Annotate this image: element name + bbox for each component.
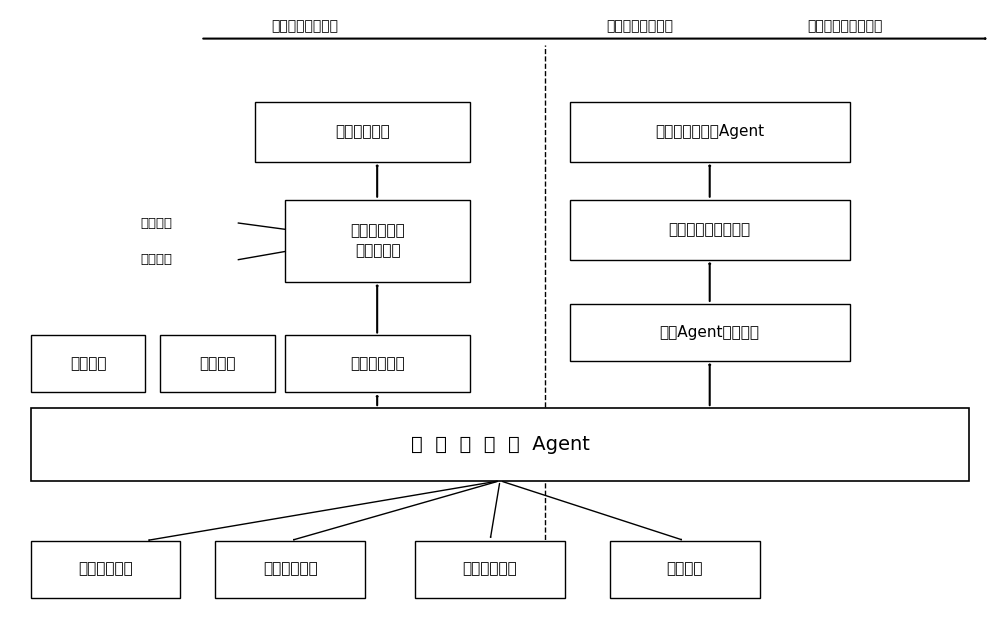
Bar — [160, 335, 275, 392]
Bar — [415, 541, 565, 598]
Bar — [285, 335, 470, 392]
Bar — [31, 408, 969, 480]
Text: 通信模块: 通信模块 — [666, 561, 703, 577]
Bar — [31, 541, 180, 598]
Bar — [570, 102, 850, 162]
Text: 实时能量优化管理: 实时能量优化管理 — [606, 19, 673, 33]
Text: 方案发布给下层Agent: 方案发布给下层Agent — [655, 124, 764, 139]
Text: 给出总容量调整方案: 给出总容量调整方案 — [669, 222, 751, 237]
Text: 触发Agent重要事件: 触发Agent重要事件 — [660, 325, 760, 340]
Text: 日前能量优化管理: 日前能量优化管理 — [272, 19, 339, 33]
Bar — [285, 199, 470, 282]
Bar — [610, 541, 760, 598]
Bar — [31, 335, 145, 392]
Text: 发布招标信息: 发布招标信息 — [350, 356, 405, 372]
Text: 发布中标信息: 发布中标信息 — [335, 124, 390, 139]
Text: 负荷预测: 负荷预测 — [200, 356, 236, 372]
Text: 目标函数: 目标函数 — [141, 216, 173, 230]
Text: 潮流计算模块: 潮流计算模块 — [263, 561, 318, 577]
Bar — [570, 199, 850, 260]
Text: 优化决策模块: 优化决策模块 — [463, 561, 517, 577]
Text: 投标信息: 投标信息 — [70, 356, 106, 372]
Text: 主  电  网  调  度  Agent: 主 电 网 调 度 Agent — [411, 435, 589, 454]
Bar — [215, 541, 365, 598]
Text: 约束条件: 约束条件 — [141, 253, 173, 266]
Bar — [255, 102, 470, 162]
Text: 给出最优化能
源分配方案: 给出最优化能 源分配方案 — [350, 223, 405, 258]
Bar — [570, 304, 850, 361]
Text: 负荷预测模块: 负荷预测模块 — [78, 561, 133, 577]
Text: 超短期能量优化管理: 超短期能量优化管理 — [807, 19, 882, 33]
